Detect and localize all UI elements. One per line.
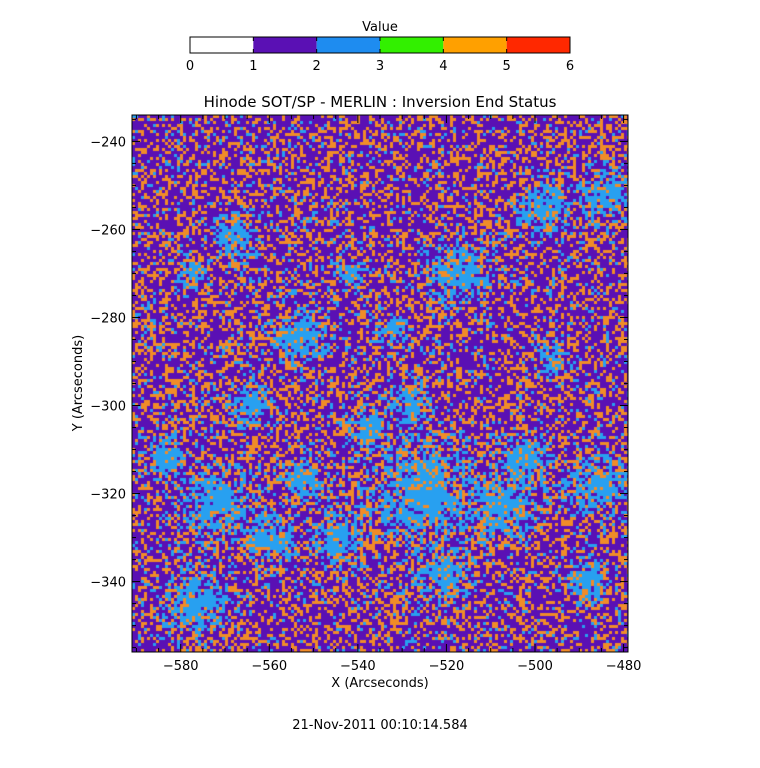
colorbar-bin-2 [316,37,380,53]
y-axis: −240 −260 −280 −300 −320 −340 [90,118,628,649]
timestamp: 21-Nov-2011 00:10:14.584 [292,718,468,733]
colorbar-tick-label: 2 [313,59,321,74]
y-tick-label: −320 [90,488,126,503]
colorbar-tick-label: 3 [376,59,384,74]
y-tick-label: −260 [90,223,126,238]
x-tick-label: −580 [163,659,199,674]
colorbar-bin-3 [380,37,444,53]
y-tick-label: −300 [90,400,126,415]
x-tick-label: −500 [517,659,553,674]
y-tick-label: −240 [90,135,126,150]
colorbar-tick-label: 4 [439,59,447,74]
colorbar-title: Value [362,20,398,35]
colorbar [190,37,570,53]
y-axis-label: Y (Arcseconds) [71,335,86,432]
colorbar-bin-0 [190,37,254,53]
chart-title: Hinode SOT/SP - MERLIN : Inversion End S… [204,93,557,111]
x-tick-label: −560 [251,659,287,674]
x-axis-label: X (Arcseconds) [331,676,428,691]
x-tick-label: −520 [429,659,465,674]
x-tick-label: −480 [606,659,642,674]
colorbar-bin-5 [506,37,570,53]
y-tick-label: −280 [90,311,126,326]
x-axis: −580 −560 −540 −520 −500 −480 [135,115,642,674]
heatmap-image [132,115,628,652]
y-tick-label: −340 [90,576,126,591]
colorbar-bin-1 [253,37,317,53]
x-tick-label: −540 [340,659,376,674]
colorbar-ticks: 0 1 2 3 4 5 6 [186,37,574,74]
heatmap-raster [132,115,628,652]
colorbar-tick-label: 6 [566,59,574,74]
colorbar-bin-4 [443,37,507,53]
colorbar-tick-label: 0 [186,59,194,74]
colorbar-tick-label: 1 [249,59,257,74]
colorbar-tick-label: 5 [503,59,511,74]
